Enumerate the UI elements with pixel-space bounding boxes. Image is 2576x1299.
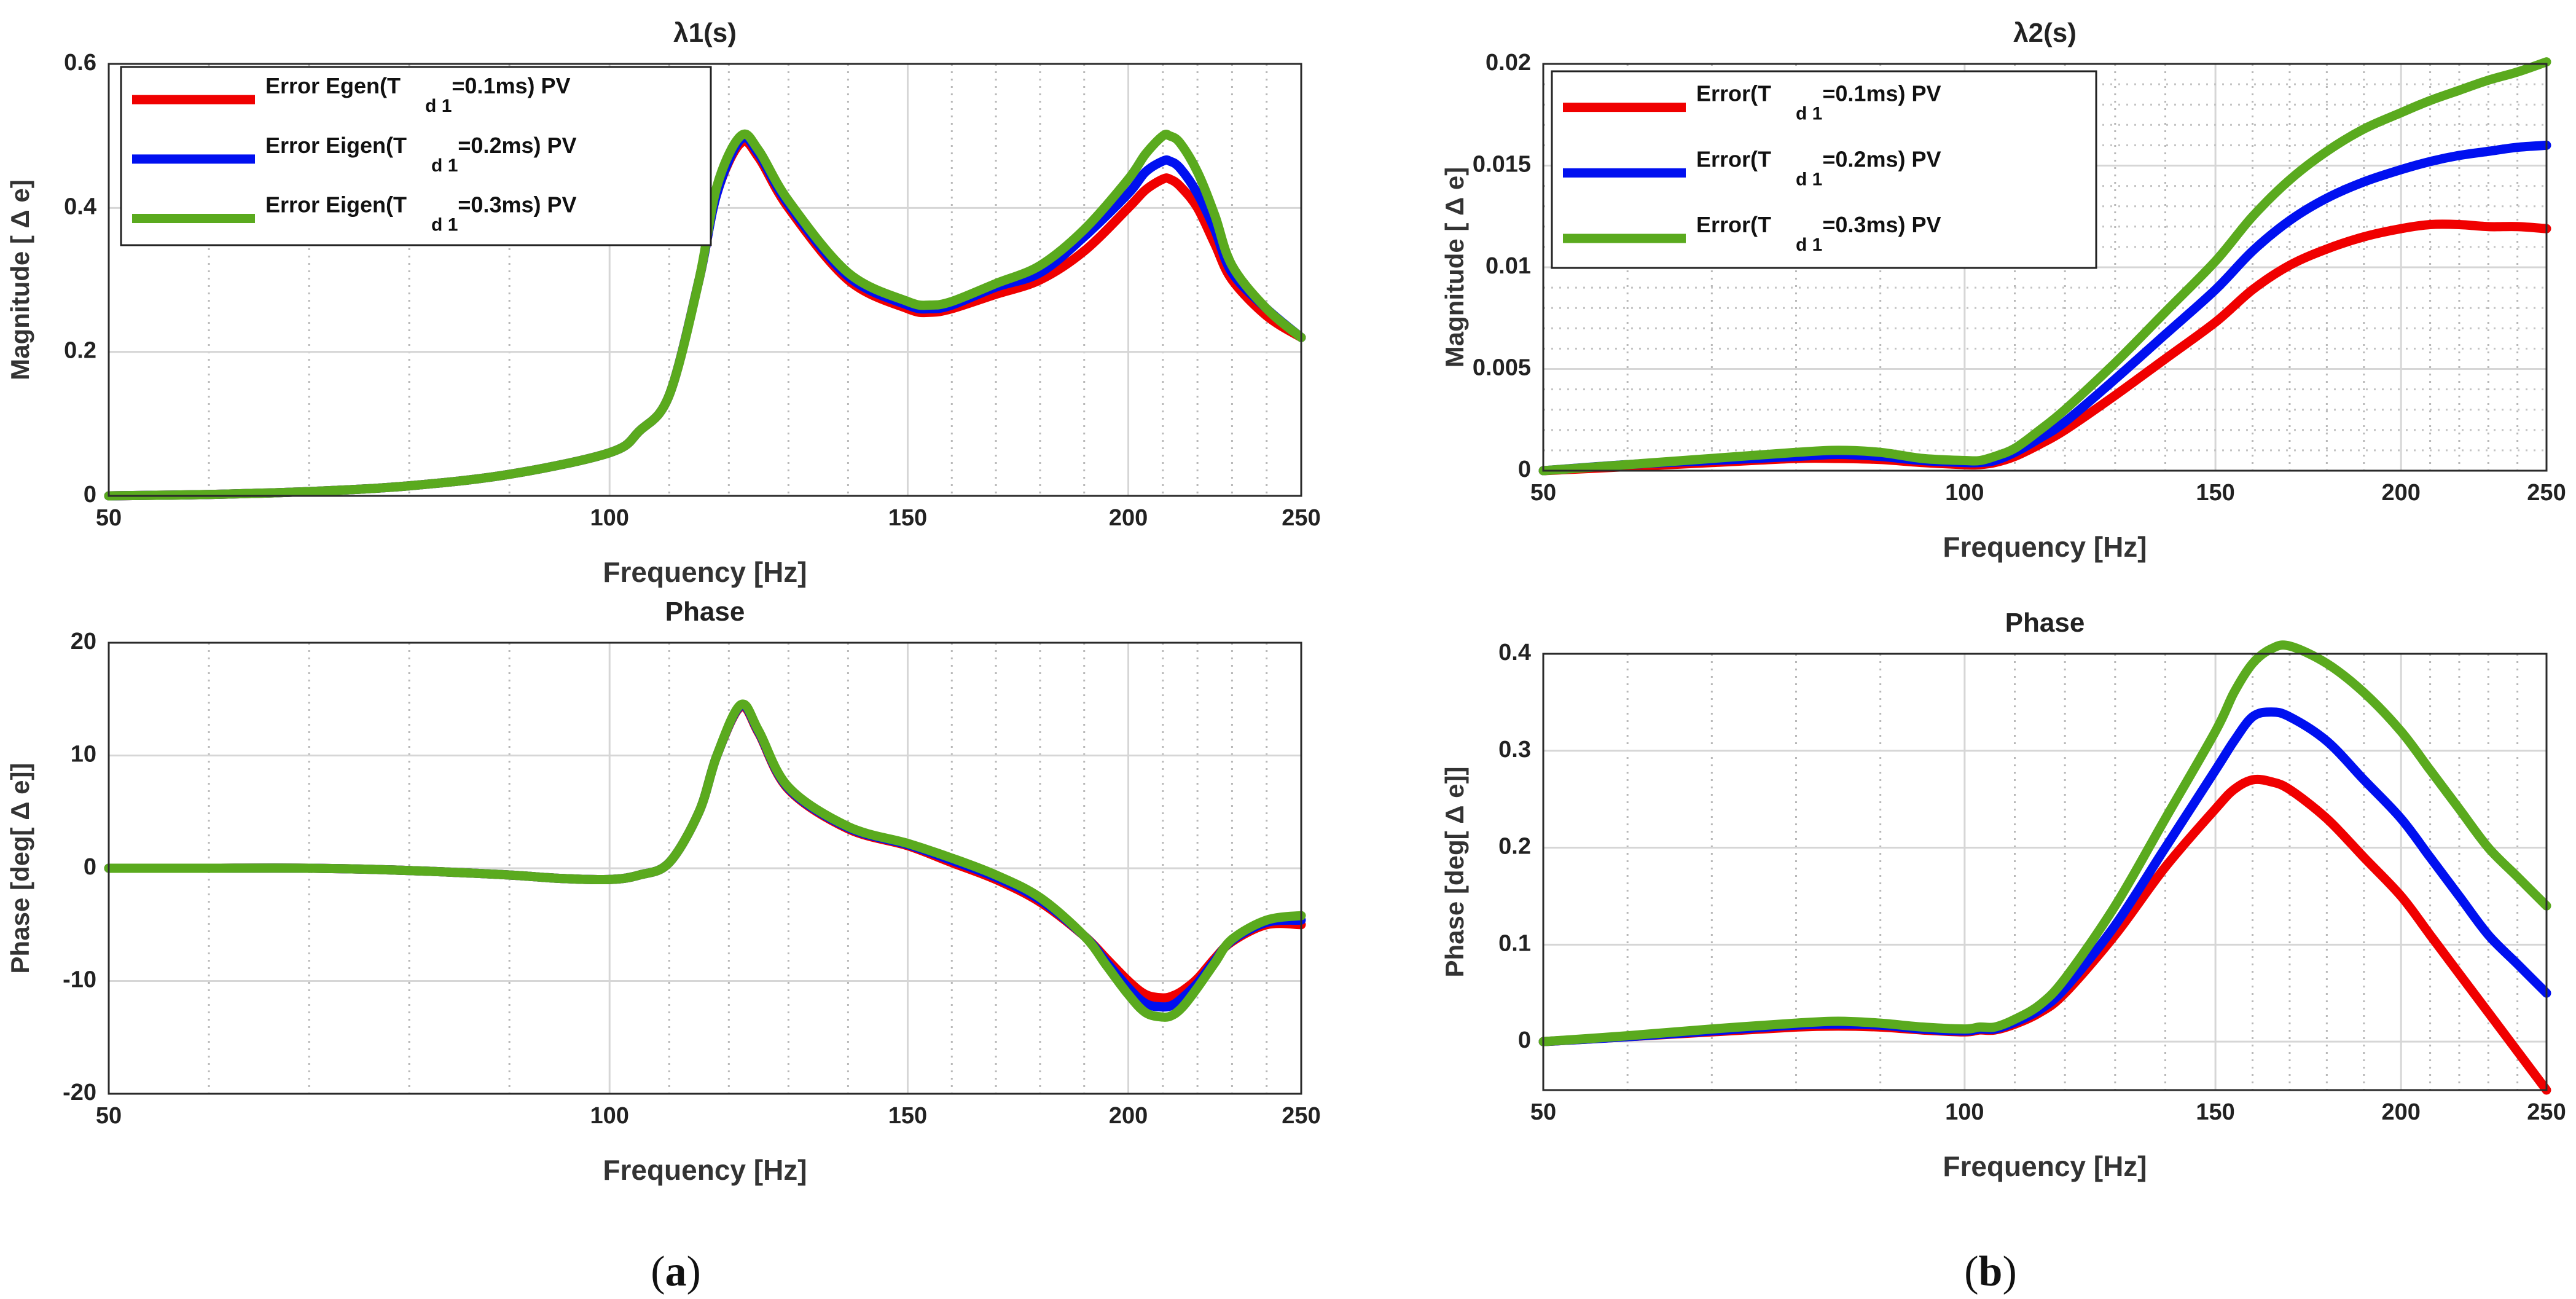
x-axis-label: Frequency [Hz] — [603, 1154, 807, 1186]
legend-entry-label: Error(Td 1=0.2ms) PV — [1696, 146, 1941, 189]
legend-entry-label: Error(Td 1=0.3ms) PV — [1696, 212, 1941, 255]
y-tick-label: 0.005 — [1473, 355, 1531, 381]
x-tick-label: 250 — [2527, 1099, 2566, 1125]
y-axis-label: Phase [deg[ Δ e]] — [1440, 767, 1469, 978]
x-tick-label: 100 — [590, 505, 629, 531]
x-tick-label: 150 — [888, 1103, 927, 1129]
y-tick-label: 0.4 — [64, 194, 96, 219]
x-tick-label: 200 — [2382, 1099, 2421, 1125]
x-tick-label: 150 — [2196, 480, 2234, 506]
x-tick-label: 150 — [888, 505, 927, 531]
x-tick-label: 50 — [1530, 1099, 1556, 1125]
x-tick-label: 200 — [2382, 480, 2421, 506]
y-tick-label: 0.01 — [1486, 253, 1531, 279]
legend-entry-label: Error Eigen(Td 1=0.2ms) PV — [265, 133, 577, 176]
x-tick-label: 250 — [1282, 1103, 1320, 1129]
x-axis-label: Frequency [Hz] — [603, 556, 807, 588]
y-tick-label: -20 — [63, 1080, 96, 1105]
series-line-green — [104, 129, 1306, 501]
legend-entry-label: Error Eigen(Td 1=0.3ms) PV — [265, 192, 577, 235]
y-axis-label: Magnitude [ Δ e] — [1440, 167, 1469, 368]
axes-frame — [1542, 63, 2548, 472]
legend-entry-label: Error(Td 1=0.1ms) PV — [1696, 81, 1941, 124]
y-tick-label: 0.015 — [1473, 152, 1531, 178]
x-axis-label: Frequency [Hz] — [1943, 1150, 2147, 1182]
y-tick-label: 0 — [1518, 1027, 1531, 1053]
panel-title: λ2(s) — [2013, 18, 2077, 48]
y-tick-label: 0 — [84, 854, 96, 880]
x-tick-label: 100 — [1945, 1099, 1984, 1125]
y-axis-label: Magnitude [ Δ e] — [6, 179, 34, 380]
y-tick-label: 0.6 — [64, 50, 96, 76]
legend-entry-label: Error Egen(Td 1=0.1ms) PV — [265, 73, 571, 116]
x-axis-label: Frequency [Hz] — [1943, 531, 2147, 563]
axes-frame — [108, 642, 1302, 1095]
panel-a-phase: 50 100 150 200 250 -20 -10 0 10 20 Phase Frequency … — [6, 597, 1321, 1186]
y-axis-label: Phase [deg[ Δ e]] — [6, 763, 34, 974]
y-tick-label: 10 — [71, 742, 96, 767]
panel-title: Phase — [2005, 608, 2085, 638]
x-tick-label: 50 — [96, 505, 122, 531]
x-tick-label: 150 — [2196, 1099, 2234, 1125]
panel-b-magnitude: 50 100 150 200 250 0 0.005 0.01 0.015 0.02 λ2(s) Fr… — [1440, 18, 2566, 563]
axes-frame — [108, 63, 1302, 497]
caption-a: (a) — [651, 1248, 701, 1295]
panel-title: λ1(s) — [673, 18, 737, 48]
x-tick-label: 200 — [1109, 1103, 1148, 1129]
x-tick-label: 50 — [96, 1103, 122, 1129]
y-tick-label: 0.2 — [64, 338, 96, 364]
y-tick-label: 0.4 — [1498, 640, 1531, 665]
y-tick-label: 20 — [71, 629, 96, 654]
caption-b: (b) — [1964, 1248, 2017, 1295]
y-tick-label: 0 — [1518, 457, 1531, 482]
axes-frame — [1542, 653, 2548, 1091]
x-tick-label: 50 — [1530, 480, 1556, 506]
x-tick-label: 250 — [1282, 505, 1320, 531]
x-tick-label: 200 — [1109, 505, 1148, 531]
y-tick-label: 0.2 — [1498, 834, 1531, 860]
panel-a-magnitude: 50 100 150 200 250 0 0.2 0.4 0.6 λ1(s) Frequency [… — [6, 18, 1321, 588]
panel-b-phase: 50 100 150 200 250 0 0.1 0.2 0.3 0.4 Phase Frequenc… — [1440, 608, 2566, 1182]
series-line-green — [1538, 57, 2551, 476]
x-tick-label: 100 — [590, 1103, 629, 1129]
y-tick-label: 0 — [84, 482, 96, 508]
y-tick-label: 0.1 — [1498, 930, 1531, 956]
series-line-green — [104, 699, 1306, 1022]
y-tick-label: 0.02 — [1486, 50, 1531, 76]
x-tick-label: 250 — [2527, 480, 2566, 506]
y-tick-label: -10 — [63, 967, 96, 993]
x-tick-label: 100 — [1945, 480, 1984, 506]
y-tick-label: 0.3 — [1498, 737, 1531, 763]
panel-title: Phase — [665, 597, 745, 627]
series-line-green — [1538, 640, 2551, 1046]
